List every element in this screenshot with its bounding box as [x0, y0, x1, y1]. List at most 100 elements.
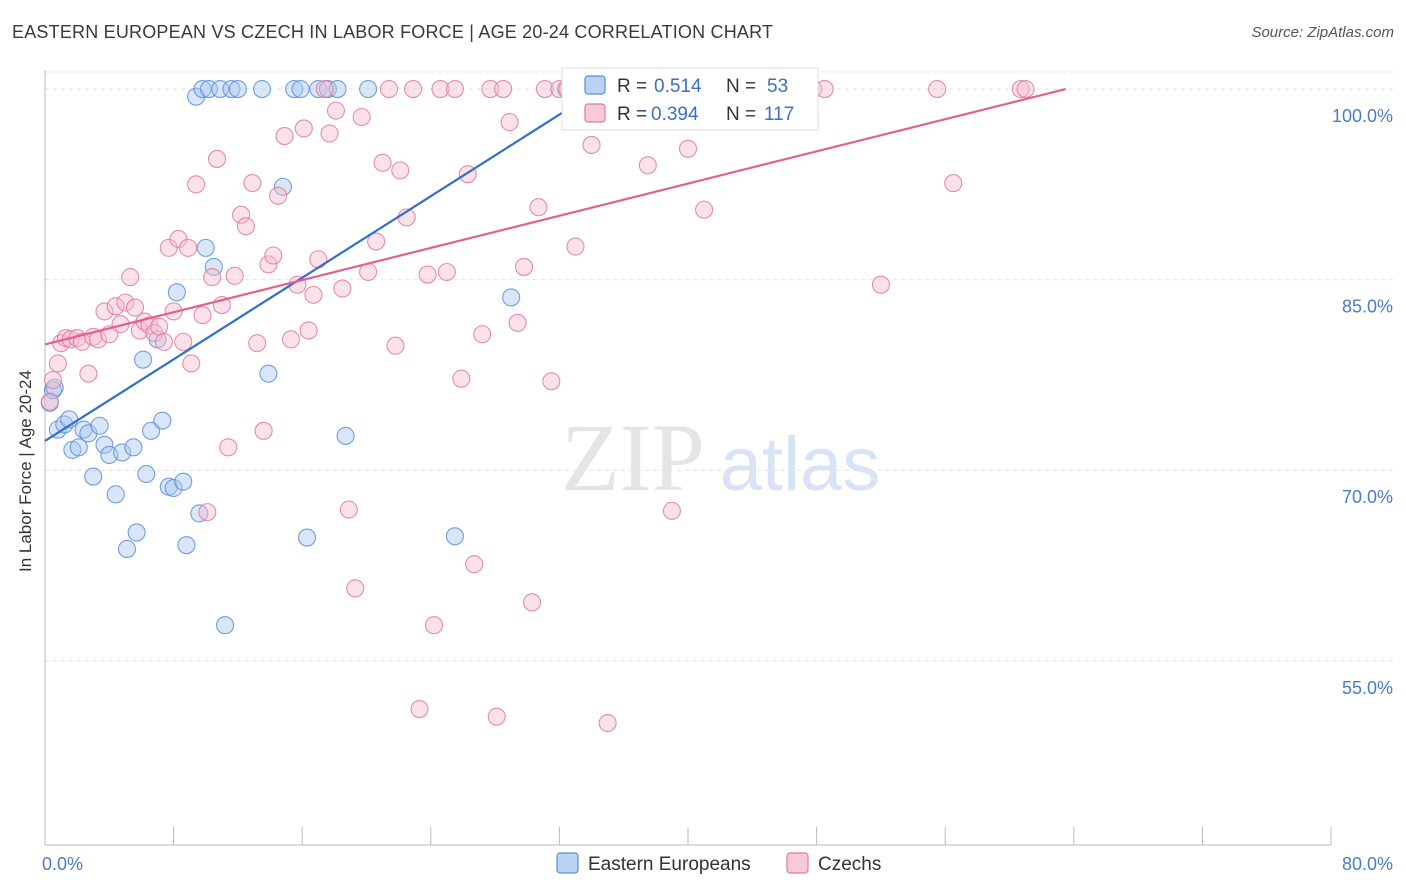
y-tick-label: 100.0%: [1332, 106, 1393, 126]
data-point-eastern-europeans: [153, 411, 172, 430]
data-point-czechs: [514, 257, 534, 276]
legend-r-value-1: 0.514: [654, 76, 702, 97]
data-point-eastern-europeans: [177, 536, 196, 555]
data-point-czechs: [236, 217, 255, 236]
x-tick-label: 0.0%: [42, 854, 83, 874]
legend-r-value-2: 0.394: [651, 104, 699, 125]
data-point-czechs: [326, 101, 346, 120]
data-point-eastern-europeans: [259, 364, 278, 383]
data-point-eastern-europeans: [137, 464, 156, 484]
data-point-czechs: [535, 80, 554, 99]
data-point-eastern-europeans: [69, 438, 88, 457]
legend-n-value-1: 53: [767, 76, 788, 97]
data-point-eastern-europeans: [309, 80, 328, 99]
data-point-czechs: [662, 501, 681, 520]
data-point-czechs: [154, 332, 174, 351]
data-point-czechs: [225, 266, 244, 285]
data-point-czechs: [487, 707, 506, 726]
y-tick-label: 85.0%: [1342, 297, 1393, 317]
data-point-eastern-europeans: [252, 80, 272, 99]
data-point-czechs: [116, 293, 135, 312]
legend-bottom-label-eastern-europeans: Eastern Europeans: [588, 854, 751, 875]
data-point-czechs: [179, 238, 198, 257]
data-point-eastern-europeans: [359, 80, 378, 99]
legend-bottom-swatch-eastern-europeans: [556, 852, 579, 874]
data-point-eastern-europeans: [174, 472, 193, 491]
data-point-eastern-europeans: [124, 438, 143, 457]
data-point-czechs: [294, 119, 313, 138]
data-point-czechs: [281, 330, 300, 349]
data-point-czechs: [452, 369, 471, 388]
data-point-czechs: [418, 265, 437, 284]
data-point-czechs: [320, 124, 339, 143]
data-point-czechs: [95, 302, 114, 321]
data-point-eastern-europeans: [222, 80, 241, 99]
data-point-czechs: [106, 297, 125, 316]
data-point-czechs: [1016, 80, 1035, 99]
data-point-czechs: [410, 700, 429, 719]
data-point-czechs: [339, 500, 358, 519]
watermark-atlas: atlas: [720, 422, 881, 507]
data-point-czechs: [125, 298, 145, 317]
data-point-czechs: [494, 80, 513, 99]
data-point-czechs: [431, 80, 450, 99]
data-point-czechs: [542, 372, 561, 391]
watermark: ZIP atlas: [561, 404, 880, 511]
data-point-czechs: [815, 80, 834, 99]
legend-n-label-2: N =: [726, 104, 756, 125]
data-point-czechs: [373, 153, 392, 172]
data-point-czechs: [465, 555, 484, 574]
data-point-czechs: [445, 80, 464, 99]
watermark-zip: ZIP: [561, 404, 705, 511]
data-point-eastern-europeans: [193, 80, 212, 99]
legend-stats: R = 0.514 N = 53 R = 0.394 N = 117: [561, 67, 819, 131]
data-point-eastern-europeans: [273, 177, 292, 196]
data-point-czechs: [309, 250, 328, 269]
data-point-czechs: [367, 232, 386, 251]
data-point-eastern-europeans: [445, 527, 464, 546]
data-point-czechs: [352, 107, 371, 127]
legend-bottom-swatch-czechs: [786, 852, 809, 874]
data-point-eastern-europeans: [297, 528, 317, 547]
data-point-czechs: [130, 321, 149, 340]
data-point-czechs: [1011, 80, 1030, 99]
legend-n-value-2: 117: [764, 104, 794, 125]
data-point-czechs: [219, 438, 238, 457]
legend-swatch-eastern-europeans: [584, 75, 606, 95]
data-point-czechs: [695, 200, 714, 219]
data-point-czechs: [79, 364, 98, 383]
data-point-czechs: [264, 246, 283, 265]
legend-series: Eastern Europeans Czechs: [556, 852, 881, 875]
legend-r-label-2: R =: [617, 104, 647, 125]
data-point-eastern-europeans: [95, 435, 114, 454]
data-point-czechs: [500, 113, 519, 132]
data-point-eastern-europeans: [113, 443, 132, 462]
data-point-czechs: [346, 579, 365, 598]
data-point-czechs: [424, 616, 444, 635]
data-point-czechs: [333, 279, 352, 298]
data-point-eastern-europeans: [45, 378, 64, 397]
legend-r-label-1: R =: [617, 76, 647, 97]
data-point-czechs: [150, 317, 169, 336]
y-tick-label: 55.0%: [1342, 678, 1393, 698]
grid-lines: [45, 71, 1393, 662]
data-point-eastern-europeans: [336, 426, 355, 445]
data-point-czechs: [299, 321, 318, 340]
data-point-eastern-europeans: [215, 616, 235, 635]
trend-lines: [44, 87, 1067, 442]
data-point-czechs: [43, 370, 63, 390]
data-point-czechs: [437, 262, 456, 282]
axes: [44, 70, 1332, 846]
data-points: [40, 80, 1035, 733]
data-point-czechs: [386, 336, 405, 355]
tick-labels: 100.0% 85.0% 70.0% 55.0% 0.0% 80.0%: [42, 106, 1393, 874]
data-point-eastern-europeans: [117, 539, 137, 559]
trend-line-czechs: [44, 87, 1067, 346]
data-point-czechs: [928, 80, 947, 99]
data-point-eastern-europeans: [134, 350, 153, 369]
data-point-czechs: [248, 334, 267, 353]
data-point-czechs: [40, 392, 59, 411]
data-point-eastern-europeans: [196, 238, 215, 257]
data-point-czechs: [259, 255, 278, 274]
